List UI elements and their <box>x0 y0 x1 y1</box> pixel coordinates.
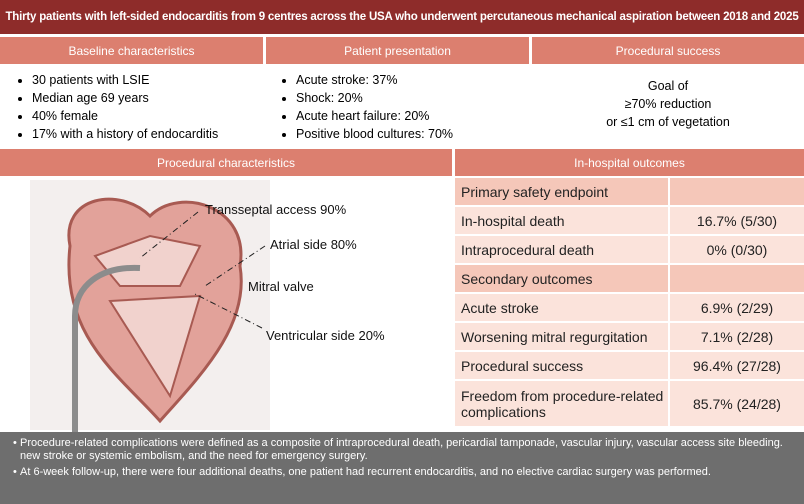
section-row: Primary safety endpoint <box>455 178 804 205</box>
ventricle <box>108 294 202 399</box>
atrium <box>93 234 202 287</box>
annotation: Mitral valve <box>248 279 314 294</box>
list-item: Positive blood cultures: 70% <box>296 125 453 143</box>
row-label: Secondary outcomes <box>461 270 593 287</box>
panel-header: In-hospital outcomes <box>455 149 804 176</box>
row-value: 96.4% (27/28) <box>668 352 804 379</box>
presentation-list: Acute stroke: 37% Shock: 20% Acute heart… <box>282 71 453 143</box>
annotation: Atrial side 80% <box>270 237 357 252</box>
panel-header: Procedural success <box>532 37 804 64</box>
section-row: Secondary outcomes <box>455 265 804 292</box>
panel-header: Procedural characteristics <box>0 149 452 176</box>
heart-illustration <box>30 180 270 432</box>
list-item: Median age 69 years <box>32 89 218 107</box>
catheter <box>72 264 141 432</box>
footnote: At 6-week follow-up, there were four add… <box>13 466 790 479</box>
baseline-list: 30 patients with LSIE Median age 69 year… <box>18 71 218 143</box>
row-label: Worsening mitral regurgitation <box>461 328 648 345</box>
text-line: ≥70% reduction <box>624 97 712 111</box>
row-value: 7.1% (2/28) <box>668 323 804 350</box>
row-label: Acute stroke <box>461 299 539 316</box>
row-label: Freedom from procedure-related complicat… <box>461 387 664 420</box>
table-row: Worsening mitral regurgitation 7.1% (2/28… <box>455 323 804 350</box>
table-row: In-hospital death 16.7% (5/30) <box>455 207 804 234</box>
row-label: Primary safety endpoint <box>461 183 609 200</box>
row-label: Procedural success <box>461 357 584 374</box>
list-item: Shock: 20% <box>296 89 453 107</box>
row-value <box>668 265 804 292</box>
list-item: Acute stroke: 37% <box>296 71 453 89</box>
annotation: Transseptal access 90% <box>205 202 347 217</box>
success-text: Goal of ≥70% reduction or ≤1 cm of veget… <box>532 77 804 131</box>
leader-lines <box>139 211 266 329</box>
row-value <box>668 178 804 205</box>
table-row: Freedom from procedure-related complicat… <box>455 381 804 426</box>
row-value: 6.9% (2/29) <box>668 294 804 321</box>
row-value: 85.7% (24/28) <box>668 381 804 426</box>
text-line: or ≤1 cm of vegetation <box>606 115 730 129</box>
panel-header: Baseline characteristics <box>0 37 263 64</box>
footnotes: Procedure-related complications were def… <box>0 432 804 504</box>
text-line: Goal of <box>647 79 689 93</box>
list-item: Acute heart failure: 20% <box>296 107 453 125</box>
row-label: In-hospital death <box>461 212 565 229</box>
footnote: Procedure-related complications were def… <box>13 437 790 463</box>
list-item: 30 patients with LSIE <box>32 71 218 89</box>
row-value: 0% (0/30) <box>668 236 804 263</box>
row-value: 16.7% (5/30) <box>668 207 804 234</box>
title: Thirty patients with left-sided endocard… <box>0 0 804 34</box>
panel-header: Patient presentation <box>266 37 529 64</box>
table-row: Intraprocedural death 0% (0/30) <box>455 236 804 263</box>
row-label: Intraprocedural death <box>461 241 595 258</box>
annotation: Ventricular side 20% <box>266 328 385 343</box>
list-item: 17% with a history of endocarditis <box>32 125 218 143</box>
table-row: Procedural success 96.4% (27/28) <box>455 352 804 379</box>
table-row: Acute stroke 6.9% (2/29) <box>455 294 804 321</box>
list-item: 40% female <box>32 107 218 125</box>
